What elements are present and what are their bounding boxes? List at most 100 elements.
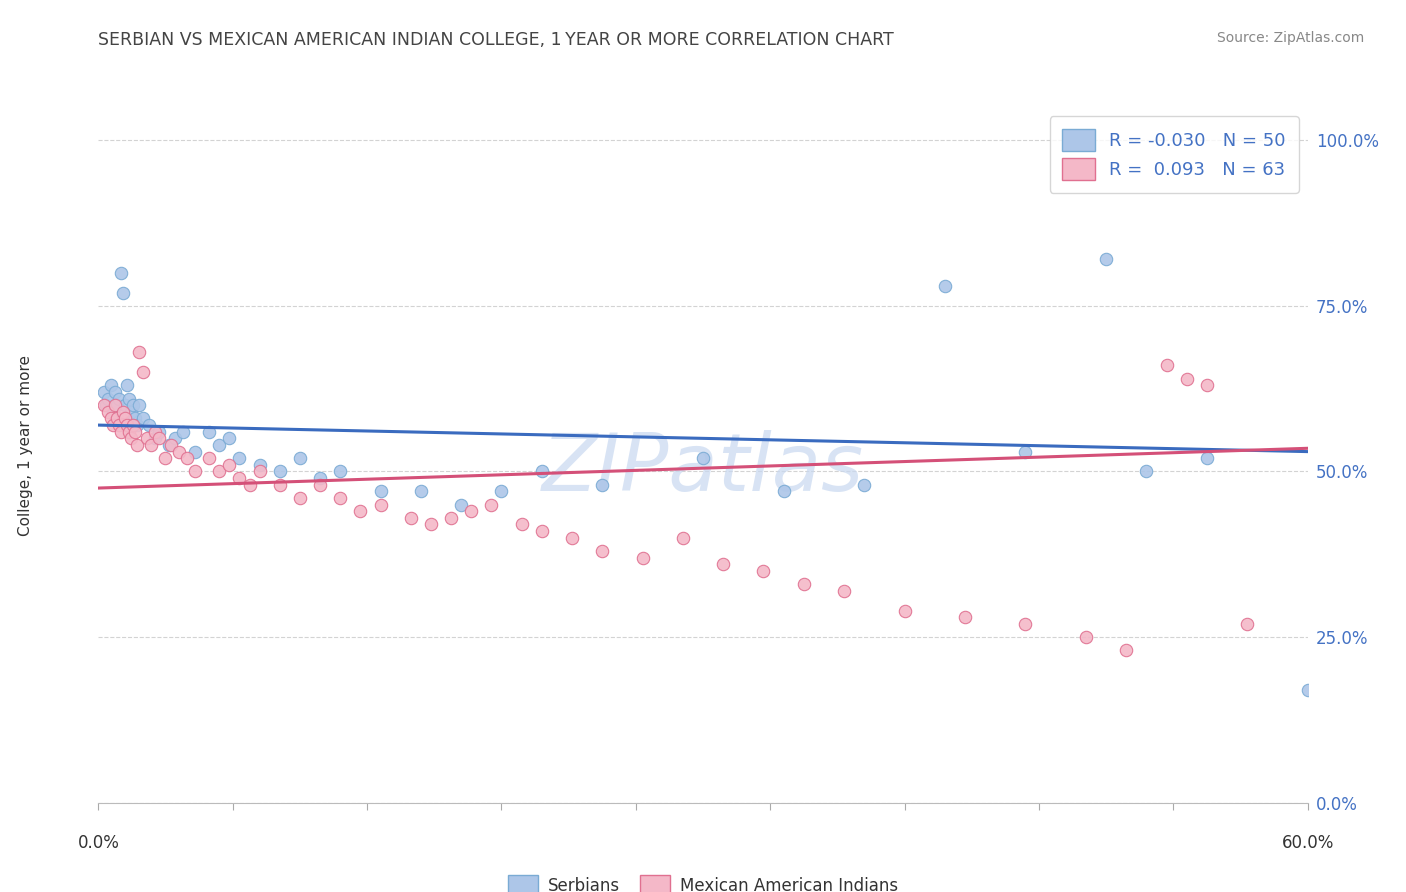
- Point: [711, 558, 734, 572]
- Point: [953, 610, 976, 624]
- Point: [420, 517, 443, 532]
- Point: [309, 477, 332, 491]
- Text: ZIPatlas: ZIPatlas: [541, 430, 865, 508]
- Point: [692, 451, 714, 466]
- Point: [530, 465, 553, 479]
- Point: [934, 279, 956, 293]
- Point: [135, 431, 157, 445]
- Point: [1074, 630, 1097, 644]
- Point: [793, 577, 815, 591]
- Point: [163, 431, 186, 445]
- Point: [103, 398, 125, 412]
- Point: [184, 465, 207, 479]
- Point: [100, 378, 122, 392]
- Point: [128, 398, 150, 412]
- Point: [125, 418, 148, 433]
- Point: [172, 425, 194, 439]
- Point: [132, 411, 155, 425]
- Point: [370, 484, 392, 499]
- Point: [1195, 378, 1218, 392]
- Point: [481, 498, 503, 512]
- Point: [329, 491, 352, 505]
- Point: [105, 398, 128, 412]
- Point: [450, 498, 472, 512]
- Point: [510, 517, 533, 532]
- Point: [752, 564, 775, 578]
- Point: [153, 451, 176, 466]
- Point: [110, 266, 132, 280]
- Point: [110, 425, 132, 439]
- Point: [1095, 252, 1118, 267]
- Point: [176, 451, 198, 466]
- Point: [107, 392, 129, 406]
- Point: [97, 405, 120, 419]
- Point: [115, 378, 138, 392]
- Point: [93, 384, 115, 399]
- Point: [208, 465, 231, 479]
- Legend: Serbians, Mexican American Indians: Serbians, Mexican American Indians: [501, 869, 905, 892]
- Point: [399, 511, 422, 525]
- Point: [107, 418, 129, 433]
- Point: [1156, 359, 1178, 373]
- Point: [121, 398, 143, 412]
- Point: [249, 465, 271, 479]
- Point: [561, 531, 583, 545]
- Point: [124, 411, 146, 425]
- Point: [1014, 444, 1036, 458]
- Text: 60.0%: 60.0%: [1281, 834, 1334, 852]
- Point: [1175, 372, 1198, 386]
- Point: [143, 425, 166, 439]
- Point: [120, 431, 142, 445]
- Point: [1135, 465, 1157, 479]
- Point: [143, 431, 166, 445]
- Point: [125, 438, 148, 452]
- Point: [198, 451, 221, 466]
- Point: [184, 444, 207, 458]
- Point: [269, 477, 291, 491]
- Point: [115, 418, 138, 433]
- Point: [249, 458, 271, 472]
- Point: [111, 285, 134, 300]
- Point: [631, 550, 654, 565]
- Point: [101, 418, 124, 433]
- Point: [93, 398, 115, 412]
- Point: [893, 604, 915, 618]
- Point: [239, 477, 262, 491]
- Point: [96, 398, 118, 412]
- Text: Source: ZipAtlas.com: Source: ZipAtlas.com: [1216, 31, 1364, 45]
- Point: [120, 405, 142, 419]
- Point: [1014, 616, 1036, 631]
- Point: [111, 405, 134, 419]
- Point: [228, 451, 250, 466]
- Point: [1115, 643, 1137, 657]
- Point: [672, 531, 695, 545]
- Point: [121, 418, 143, 433]
- Point: [105, 411, 128, 425]
- Point: [124, 425, 146, 439]
- Point: [118, 392, 141, 406]
- Point: [100, 411, 122, 425]
- Point: [370, 498, 392, 512]
- Point: [591, 477, 613, 491]
- Point: [409, 484, 432, 499]
- Point: [218, 458, 240, 472]
- Point: [198, 425, 221, 439]
- Point: [128, 345, 150, 359]
- Point: [139, 438, 162, 452]
- Point: [591, 544, 613, 558]
- Point: [118, 425, 141, 439]
- Point: [349, 504, 371, 518]
- Point: [288, 491, 311, 505]
- Point: [138, 418, 160, 433]
- Point: [97, 392, 120, 406]
- Point: [103, 384, 125, 399]
- Text: SERBIAN VS MEXICAN AMERICAN INDIAN COLLEGE, 1 YEAR OR MORE CORRELATION CHART: SERBIAN VS MEXICAN AMERICAN INDIAN COLLE…: [98, 31, 894, 49]
- Point: [160, 438, 183, 452]
- Point: [101, 405, 124, 419]
- Point: [269, 465, 291, 479]
- Point: [167, 444, 190, 458]
- Point: [309, 471, 332, 485]
- Point: [157, 438, 180, 452]
- Point: [329, 465, 352, 479]
- Point: [772, 484, 794, 499]
